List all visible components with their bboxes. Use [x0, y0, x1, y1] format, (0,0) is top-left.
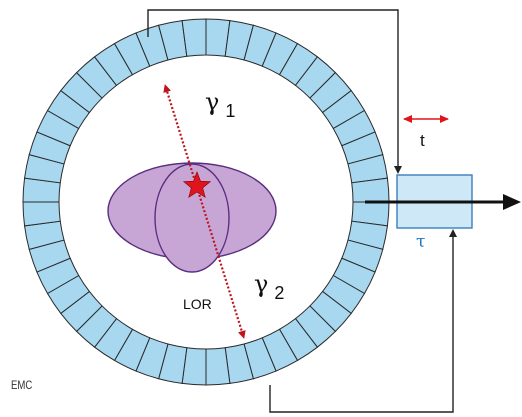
annihilation-star-icon	[182, 171, 212, 199]
wire-bottom	[269, 235, 454, 413]
gamma2-symbol: γ	[254, 270, 268, 298]
detector-crystal	[181, 18, 207, 57]
wire-top-arrowhead	[394, 166, 402, 174]
gamma1-index: 1	[225, 101, 235, 121]
patient-body	[107, 162, 277, 273]
body-inner-ellipse	[154, 163, 230, 273]
detector-crystal	[205, 347, 231, 386]
tau-label: τ	[416, 232, 425, 252]
output-arrowhead	[503, 194, 521, 210]
wire-top	[147, 9, 399, 168]
gamma1-symbol: γ	[205, 88, 219, 116]
credit-label: EMC	[11, 379, 32, 392]
lor-label: LOR	[183, 296, 212, 312]
detector-crystal	[351, 177, 390, 203]
wire-bottom-arrowhead	[449, 229, 457, 237]
line-of-response	[163, 84, 246, 339]
signal-wires	[147, 9, 457, 413]
detector-crystal	[22, 201, 61, 227]
t-label: t	[420, 131, 425, 150]
gamma2-index: 2	[274, 283, 284, 303]
detector-ring	[22, 18, 390, 386]
